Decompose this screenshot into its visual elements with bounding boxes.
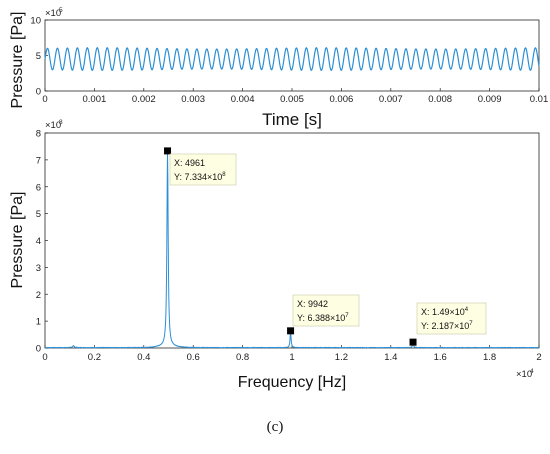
x-tick-label: 0.004 (231, 94, 255, 105)
time-chart: ×10 5 0 0.001 0.002 0.003 0.004 0.005 0.006 0.0… (9, 7, 548, 129)
x-tick-label: 0.6 (187, 352, 200, 363)
spectrum-chart-peak-markers (164, 147, 417, 346)
y-tick-label: 4 (36, 236, 41, 247)
peak-marker[interactable] (409, 338, 417, 346)
x-tick-label: 0.4 (137, 352, 150, 363)
spectrum-chart-y-exponent-power: 8 (59, 119, 63, 126)
data-tip-peak-1[interactable]: X: 4961 Y: 7.334×108 (169, 153, 237, 186)
y-tick-label: 8 (36, 129, 41, 140)
data-tip-y-base: Y: 2.187×10 (421, 321, 469, 331)
data-tip-y-base: Y: 6.388×10 (297, 313, 345, 323)
y-tick-label: 7 (36, 155, 41, 166)
x-tick-label: 0.2 (88, 352, 101, 363)
x-tick-label: 0.009 (478, 94, 502, 105)
data-tip-x-text: X: 1.49×104 (421, 307, 469, 317)
y-tick-label: 10 (30, 16, 41, 27)
y-tick-label: 5 (36, 51, 41, 62)
x-tick-label: 0.008 (428, 94, 452, 105)
spectrum-chart-series-line (44, 149, 540, 349)
spectrum-chart-x-axis-label: Frequency [Hz] (238, 374, 346, 391)
y-tick-label: 0 (36, 87, 41, 98)
y-tick-label: 2 (36, 290, 41, 301)
spectrum-chart-x-tick-labels: 0 0.2 0.4 0.6 0.8 1 1.2 1.4 1.6 1.8 2 (42, 352, 541, 363)
figure-caption: (c) (266, 419, 284, 435)
time-chart-y-axis-label: Pressure [Pa] (9, 12, 26, 109)
data-tip-y-power: 7 (469, 321, 473, 327)
x-tick-label: 0 (42, 94, 47, 105)
x-tick-label: 1.8 (483, 352, 496, 363)
x-tick-label: 0.003 (181, 94, 205, 105)
x-tick-label: 0.006 (330, 94, 354, 105)
time-chart-plot-area (44, 19, 540, 92)
spectrum-chart: ×10 8 0 0.2 0.4 0.6 0.8 1 1.2 1.4 1.6 1.8 2 0 1 2 3 4 5… (9, 119, 542, 391)
data-tip-box (292, 294, 360, 327)
x-tick-label: 0.8 (236, 352, 249, 363)
data-tip-box (416, 302, 487, 335)
spectrum-chart-x-exponent-base: ×10 (516, 369, 532, 380)
time-chart-x-axis-label: Time [s] (262, 110, 322, 129)
time-chart-y-exponent-power: 5 (59, 7, 63, 14)
data-tip-y-power: 8 (222, 172, 226, 178)
spectrum-chart-y-tick-labels: 0 1 2 3 4 5 6 7 8 (36, 129, 41, 355)
x-tick-label: 1.2 (335, 352, 348, 363)
x-tick-label: 0.002 (132, 94, 156, 105)
data-tip-y-text: Y: 2.187×107 (421, 321, 473, 331)
time-chart-ticks (44, 19, 540, 92)
x-tick-label: 1.6 (434, 352, 447, 363)
time-chart-series-line (44, 47, 540, 72)
y-tick-label: 0 (36, 344, 41, 355)
data-tip-box (169, 153, 237, 186)
x-tick-label: 0.007 (379, 94, 403, 105)
data-tip-x-power: 4 (465, 307, 469, 313)
x-tick-label: 0 (42, 352, 47, 363)
data-tip-x-text: X: 4961 (174, 158, 205, 168)
spectrum-chart-y-axis-label: Pressure [Pa] (9, 192, 26, 289)
data-tip-x-text: X: 9942 (297, 299, 328, 309)
y-tick-label: 6 (36, 182, 41, 193)
x-tick-label: 0.01 (530, 94, 549, 105)
data-tip-peak-2[interactable]: X: 9942 Y: 6.388×107 (292, 294, 360, 327)
data-tip-y-base: Y: 7.334×10 (174, 172, 222, 182)
time-chart-y-exponent-base: ×10 (45, 8, 61, 19)
spectrum-chart-x-exponent-power: 4 (530, 368, 534, 375)
y-tick-label: 3 (36, 263, 41, 274)
data-tip-y-power: 7 (345, 313, 349, 319)
time-chart-x-tick-labels: 0 0.001 0.002 0.003 0.004 0.005 0.006 0.007 0.00… (42, 94, 548, 105)
y-tick-label: 5 (36, 209, 41, 220)
data-tip-y-text: Y: 7.334×108 (174, 172, 226, 182)
data-tip-x-base: X: 1.49×10 (421, 307, 465, 317)
time-chart-y-tick-labels: 0 5 10 (30, 16, 41, 98)
data-tip-y-text: Y: 6.388×107 (297, 313, 349, 323)
x-tick-label: 1.4 (384, 352, 397, 363)
peak-marker[interactable] (164, 147, 172, 155)
y-tick-label: 1 (36, 317, 41, 328)
x-tick-label: 0.005 (280, 94, 304, 105)
x-tick-label: 1 (289, 352, 294, 363)
x-tick-label: 2 (536, 352, 541, 363)
data-tip-peak-3[interactable]: X: 1.49×104 Y: 2.187×107 (416, 302, 487, 335)
peak-marker[interactable] (287, 327, 295, 335)
spectrum-chart-y-exponent-base: ×10 (45, 120, 61, 131)
x-tick-label: 0.001 (83, 94, 107, 105)
